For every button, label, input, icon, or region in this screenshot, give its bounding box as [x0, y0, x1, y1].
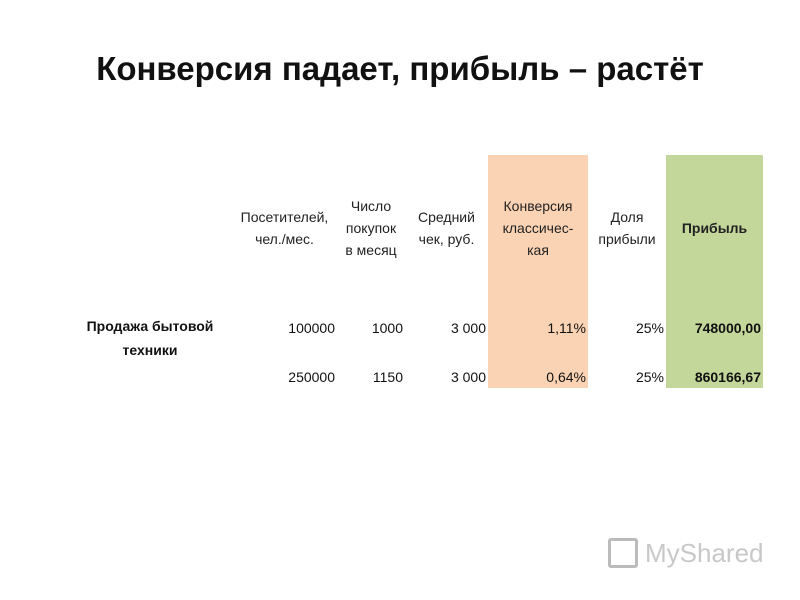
- table-cell: 860166,67: [694, 369, 761, 385]
- table-cell: 748000,00: [694, 320, 761, 336]
- watermark: MyShared: [645, 538, 764, 568]
- table-cell: 25%: [635, 320, 664, 336]
- column-header: Посетителей, чел./мес.: [240, 208, 329, 247]
- watermark-icon: [608, 538, 638, 568]
- column-header: Доля прибыли: [598, 208, 656, 247]
- column-header: Средний чек, руб.: [418, 208, 475, 247]
- table-cell: 100000: [288, 320, 335, 336]
- column-header: Число покупок в месяц: [345, 197, 397, 258]
- column-header: Прибыль: [681, 219, 748, 236]
- table-cell: 1000: [371, 320, 403, 336]
- table-cell: 250000: [288, 369, 335, 385]
- table-cell: 1,11%: [547, 320, 586, 336]
- slide-title: Конверсия падает, прибыль – растёт: [96, 50, 704, 87]
- table-cell: 0,64%: [546, 369, 586, 385]
- table-cell: 3 000: [450, 369, 486, 385]
- column-header: Конверсия классичес-кая: [502, 197, 574, 258]
- table-cell: 1150: [372, 369, 403, 385]
- table-cell: 25%: [635, 369, 664, 385]
- table-cell: 3 000: [450, 320, 486, 336]
- row-label: Продажа бытовой техники: [86, 318, 214, 358]
- column-highlight: [666, 155, 763, 388]
- column-highlight: [488, 155, 588, 388]
